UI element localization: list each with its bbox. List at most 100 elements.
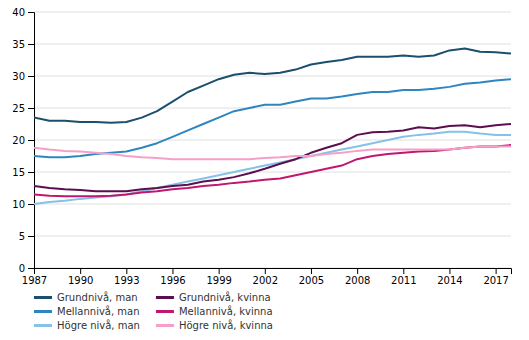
y-tick: 10	[12, 199, 34, 210]
x-tick-label: 2011	[391, 275, 416, 286]
x-tick-mark	[80, 268, 81, 274]
series-line	[34, 145, 511, 196]
legend-label: Grundnivå, man	[57, 291, 138, 303]
legend-label: Mellannivå, kvinna	[179, 305, 273, 317]
y-tick-mark	[28, 204, 34, 205]
y-tick: 0	[19, 263, 34, 274]
legend-swatch	[34, 310, 52, 313]
legend-swatch	[156, 324, 174, 327]
legend-label: Högre nivå, man	[57, 319, 140, 331]
x-tick-mark	[357, 268, 358, 274]
legend-item: Mellannivå, man	[34, 305, 140, 317]
grid-line	[34, 140, 511, 141]
grid-line	[34, 236, 511, 237]
grid-line	[34, 204, 511, 205]
x-tick-mark	[126, 268, 127, 274]
x-tick-label: 1993	[114, 275, 139, 286]
y-tick-mark	[28, 172, 34, 173]
series-line	[34, 79, 511, 157]
lines	[34, 48, 511, 204]
grid-line	[34, 76, 511, 77]
x-tick: 1999	[206, 268, 231, 286]
x-tick-mark	[265, 268, 266, 274]
y-tick-label: 0	[19, 263, 25, 274]
y-tick: 30	[12, 71, 34, 82]
x-tick-label: 2017	[483, 275, 508, 286]
grid-line	[34, 44, 511, 45]
x-axis: 1987 1990 1993 1996 1999 2002 2005 2008 2011 2014…	[22, 268, 512, 286]
y-tick: 15	[12, 167, 34, 178]
y-tick-mark	[28, 140, 34, 141]
x-tick: 1993	[114, 268, 139, 286]
grid-line	[34, 108, 511, 109]
x-tick: 1990	[68, 268, 93, 286]
y-axis-line	[28, 13, 35, 269]
x-tick: 2005	[299, 268, 324, 286]
legend-label: Högre nivå, kvinna	[179, 319, 273, 331]
x-tick: 1996	[160, 268, 185, 286]
x-tick: 1987	[22, 268, 47, 286]
x-tick-label: 2008	[345, 275, 370, 286]
y-tick-label: 30	[12, 71, 25, 82]
legend-swatch	[156, 296, 174, 299]
y-tick-mark	[28, 268, 34, 269]
chart: 1987199019931996199920022005200820112014…	[0, 0, 529, 340]
x-tick-label: 1999	[206, 275, 231, 286]
x-tick-mark	[496, 268, 497, 274]
legend-item: Grundnivå, man	[34, 291, 138, 303]
x-tick-mark	[172, 268, 173, 274]
series-line	[34, 48, 511, 122]
y-tick-mark	[28, 12, 34, 13]
y-tick: 5	[19, 231, 34, 242]
grid	[34, 12, 511, 268]
grid-line	[34, 12, 511, 13]
y-tick-label: 15	[12, 167, 25, 178]
y-tick: 40	[12, 7, 34, 18]
y-tick: 35	[12, 39, 34, 50]
y-tick-label: 40	[12, 7, 25, 18]
x-tick: 2017	[483, 268, 508, 286]
x-tick-mark	[403, 268, 404, 274]
y-tick: 25	[12, 103, 34, 114]
x-tick-label: 2002	[253, 275, 278, 286]
series-line	[34, 132, 511, 204]
x-tick-label: 1990	[68, 275, 93, 286]
legend-item: Grundnivå, kvinna	[156, 291, 271, 303]
grid-line	[34, 172, 511, 173]
x-tick-label: 2014	[437, 275, 462, 286]
legend-item: Mellannivå, kvinna	[156, 305, 273, 317]
x-tick-mark	[449, 268, 450, 274]
x-tick: 2014	[437, 268, 462, 286]
y-tick-label: 10	[12, 199, 25, 210]
legend-label: Grundnivå, kvinna	[179, 291, 271, 303]
y-tick-label: 5	[19, 231, 25, 242]
legend-item: Högre nivå, kvinna	[156, 319, 273, 331]
y-tick: 20	[12, 135, 34, 146]
y-tick-mark	[28, 76, 34, 77]
x-tick: 2002	[253, 268, 278, 286]
series-line	[34, 146, 511, 159]
x-tick: 2008	[345, 268, 370, 286]
series-line	[34, 124, 511, 191]
y-tick-label: 20	[12, 135, 25, 146]
x-tick-label: 1987	[22, 275, 47, 286]
legend-label: Mellannivå, man	[57, 305, 140, 317]
legend-swatch	[34, 324, 52, 327]
x-tick: 2011	[391, 268, 416, 286]
x-tick-mark	[219, 268, 220, 274]
y-tick-label: 25	[12, 103, 25, 114]
y-axis: 0 5 10 15 20 25 30 35 40	[12, 7, 34, 274]
x-tick-label: 2005	[299, 275, 324, 286]
legend-swatch	[34, 296, 52, 299]
y-tick-label: 35	[12, 39, 25, 50]
x-tick-label: 1996	[160, 275, 185, 286]
y-tick-mark	[28, 108, 34, 109]
x-axis-line	[35, 269, 512, 275]
y-tick-mark	[28, 236, 34, 237]
y-tick-mark	[28, 44, 34, 45]
plot: 1987199019931996199920022005200820112014…	[12, 7, 511, 286]
x-tick-mark	[311, 268, 312, 274]
legend-item: Högre nivå, man	[34, 319, 140, 331]
legend: Grundnivå, man Mellannivå, man Högre nivå,…	[34, 291, 273, 331]
legend-swatch	[156, 310, 174, 313]
